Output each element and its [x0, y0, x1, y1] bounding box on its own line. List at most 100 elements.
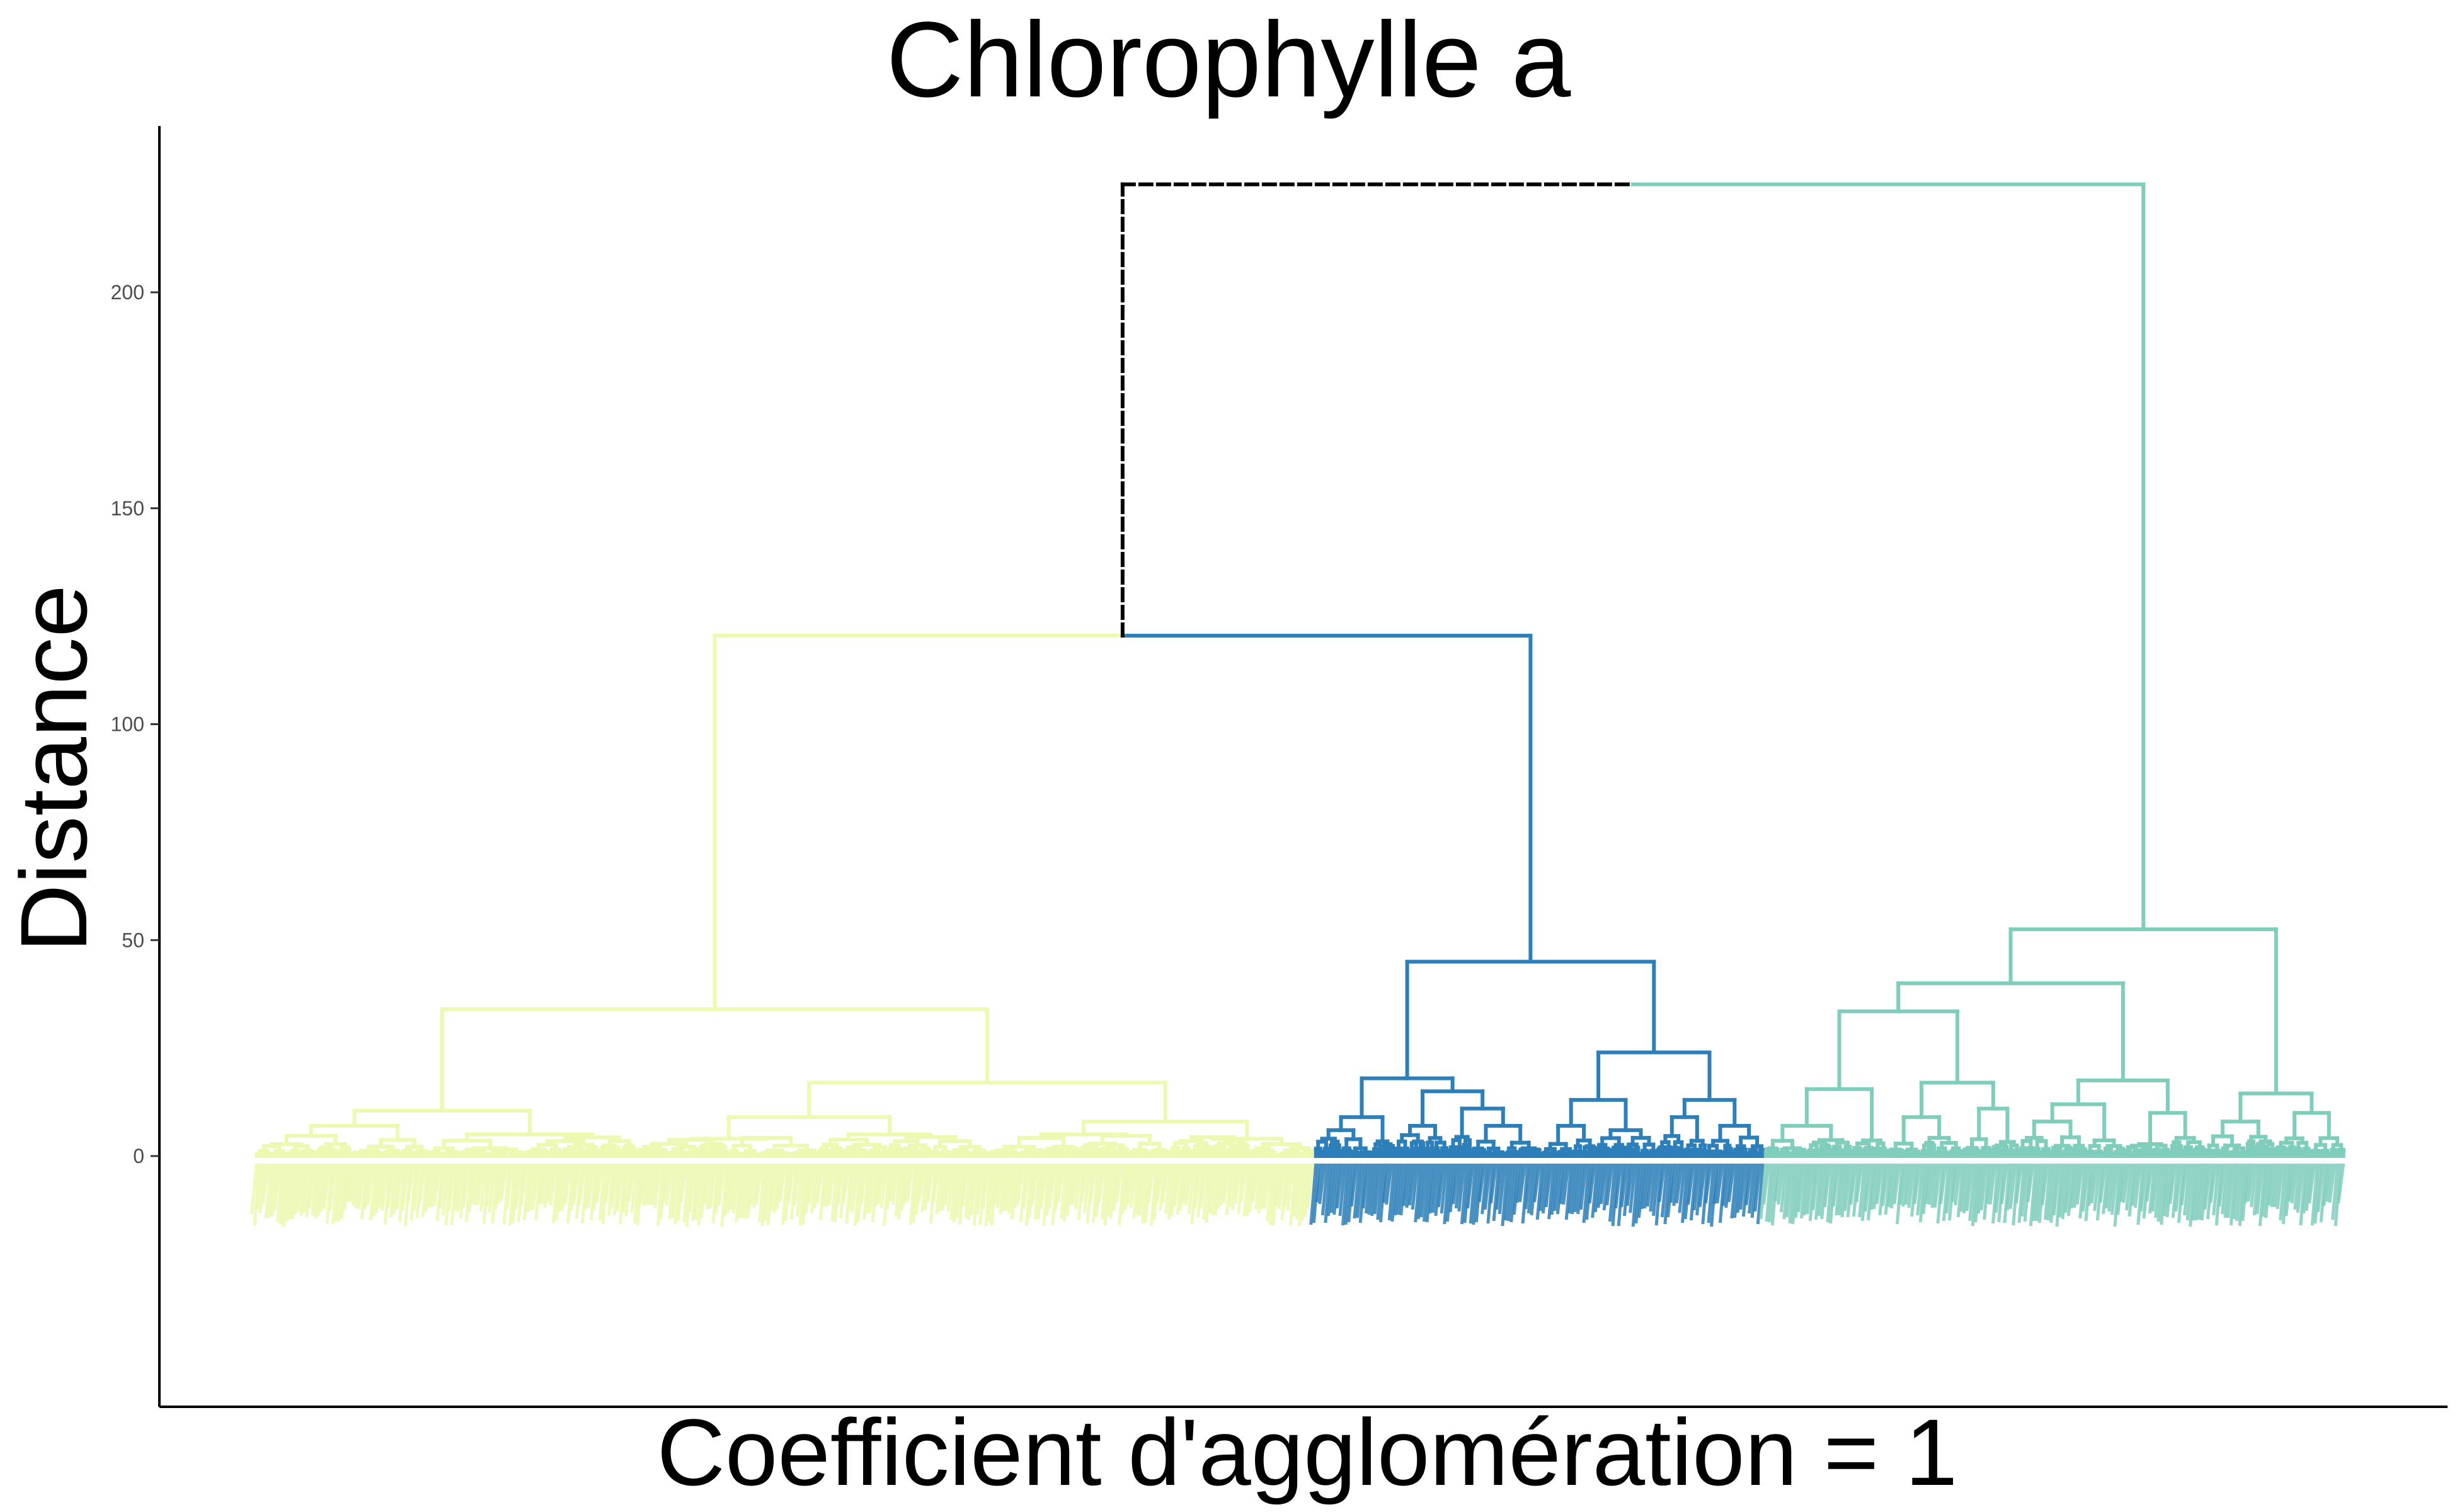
leaf-label: [1234, 1163, 1242, 1204]
leaf-label: [827, 1163, 836, 1206]
leaf-label: [418, 1163, 427, 1204]
leaf-label: [1631, 1163, 1640, 1227]
leaf-label: [1620, 1163, 1629, 1208]
leaf-label: [1440, 1163, 1448, 1214]
leaf-label: [1425, 1163, 1434, 1223]
leaf-label: [731, 1163, 740, 1214]
leaf-label: [1097, 1163, 1106, 1203]
leaf-label: [1387, 1163, 1396, 1221]
leaf-label: [2232, 1163, 2241, 1220]
leaf-label: [1968, 1163, 1977, 1222]
leaf-label: [2061, 1163, 2070, 1220]
leaf-label: [502, 1163, 511, 1225]
leaf-label: [1329, 1163, 1338, 1213]
leaf-label: [842, 1163, 850, 1203]
leaf-label: [1773, 1163, 1782, 1202]
leaf-label: [874, 1163, 883, 1206]
leaf-label: [1274, 1163, 1283, 1207]
leaf-label: [1045, 1163, 1054, 1216]
leaf-label: [1794, 1163, 1802, 1218]
leaf-label: [787, 1163, 796, 1204]
leaf-label: [511, 1163, 520, 1224]
leaf-label: [551, 1163, 560, 1223]
leaf-label: [401, 1163, 410, 1211]
leaf-label: [1257, 1163, 1266, 1214]
leaf-label: [1687, 1163, 1695, 1205]
leaf-label: [1077, 1163, 1085, 1220]
leaf-label: [2238, 1163, 2247, 1227]
leaf-label: [334, 1163, 343, 1222]
leaf-label: [1689, 1163, 1698, 1221]
leaf-label: [935, 1163, 943, 1215]
leaf-label: [1266, 1163, 1274, 1222]
leaf-label: [1788, 1163, 1797, 1224]
leaf-label: [1120, 1163, 1129, 1215]
leaf-label: [1704, 1163, 1712, 1204]
leaf-label: [1675, 1163, 1683, 1204]
leaf-label: [386, 1163, 395, 1209]
leaf-label: [1437, 1163, 1445, 1208]
leaf-label: [1976, 1163, 1985, 1214]
leaf-label: [1875, 1163, 1884, 1205]
leaf-label: [1907, 1163, 1916, 1208]
leaf-label: [1013, 1163, 1022, 1209]
leaf-label: [2290, 1163, 2299, 1204]
leaf-label: [1762, 1163, 1770, 1205]
leaf-label: [847, 1163, 856, 1211]
leaf-label: [627, 1163, 636, 1202]
leaf-label: [1683, 1163, 1692, 1220]
leaf-label: [2261, 1163, 2270, 1217]
leaf-label: [1698, 1163, 1707, 1208]
leaf-label: [444, 1163, 453, 1226]
leaf-label: [331, 1163, 340, 1225]
leaf-label: [270, 1163, 279, 1217]
leaf-label: [917, 1163, 926, 1202]
leaf-label: [1991, 1163, 2000, 1224]
leaf-label: [537, 1163, 546, 1205]
leaf-label: [1251, 1163, 1260, 1203]
leaf-label: [2093, 1163, 2102, 1211]
leaf-label: [766, 1163, 775, 1226]
leaf-label: [307, 1163, 316, 1209]
leaf-label: [1452, 1163, 1460, 1205]
leaf-label: [920, 1163, 929, 1213]
leaf-label: [1881, 1163, 1889, 1206]
leaf-label: [1759, 1163, 1768, 1220]
leaf-label: [1550, 1163, 1559, 1215]
leaf-label: [1959, 1163, 1968, 1212]
leaf-label: [604, 1163, 612, 1203]
leaf-label: [578, 1163, 587, 1205]
leaf-label: [1974, 1163, 1983, 1223]
leaf-label: [2066, 1163, 2075, 1217]
leaf-label: [1219, 1163, 1228, 1206]
leaf-label: [1167, 1163, 1176, 1220]
leaf-label: [2102, 1163, 2110, 1215]
leaf-label: [1849, 1163, 1858, 1205]
leaf-label: [1085, 1163, 1094, 1224]
leaf-label: [1213, 1163, 1222, 1216]
leaf-label: [1898, 1163, 1907, 1205]
leaf-label: [932, 1163, 941, 1203]
leaf-label: [810, 1163, 818, 1213]
leaf-label: [2006, 1163, 2014, 1211]
leaf-label: [1428, 1163, 1437, 1214]
leaf-label: [1666, 1163, 1675, 1218]
leaf-label: [1579, 1163, 1588, 1210]
chart-title: Chlorophylle a: [886, 0, 1571, 120]
leaf-label: [1327, 1163, 1335, 1217]
leaf-label: [1811, 1163, 1820, 1211]
leaf-label: [1927, 1163, 1936, 1205]
leaf-label: [1367, 1163, 1376, 1215]
leaf-label: [1997, 1163, 2006, 1223]
leaf-label: [1222, 1163, 1231, 1204]
leaf-label: [2270, 1163, 2279, 1208]
leaf-label: [1100, 1163, 1109, 1220]
leaf-label: [1916, 1163, 1925, 1216]
leaf-label: [1472, 1163, 1480, 1225]
leaf-label: [1768, 1163, 1777, 1223]
leaf-label: [1318, 1163, 1327, 1205]
leaf-label: [1504, 1163, 1512, 1221]
leaf-label: [764, 1163, 772, 1221]
leaf-label: [1506, 1163, 1515, 1222]
leaf-label: [1385, 1163, 1394, 1205]
